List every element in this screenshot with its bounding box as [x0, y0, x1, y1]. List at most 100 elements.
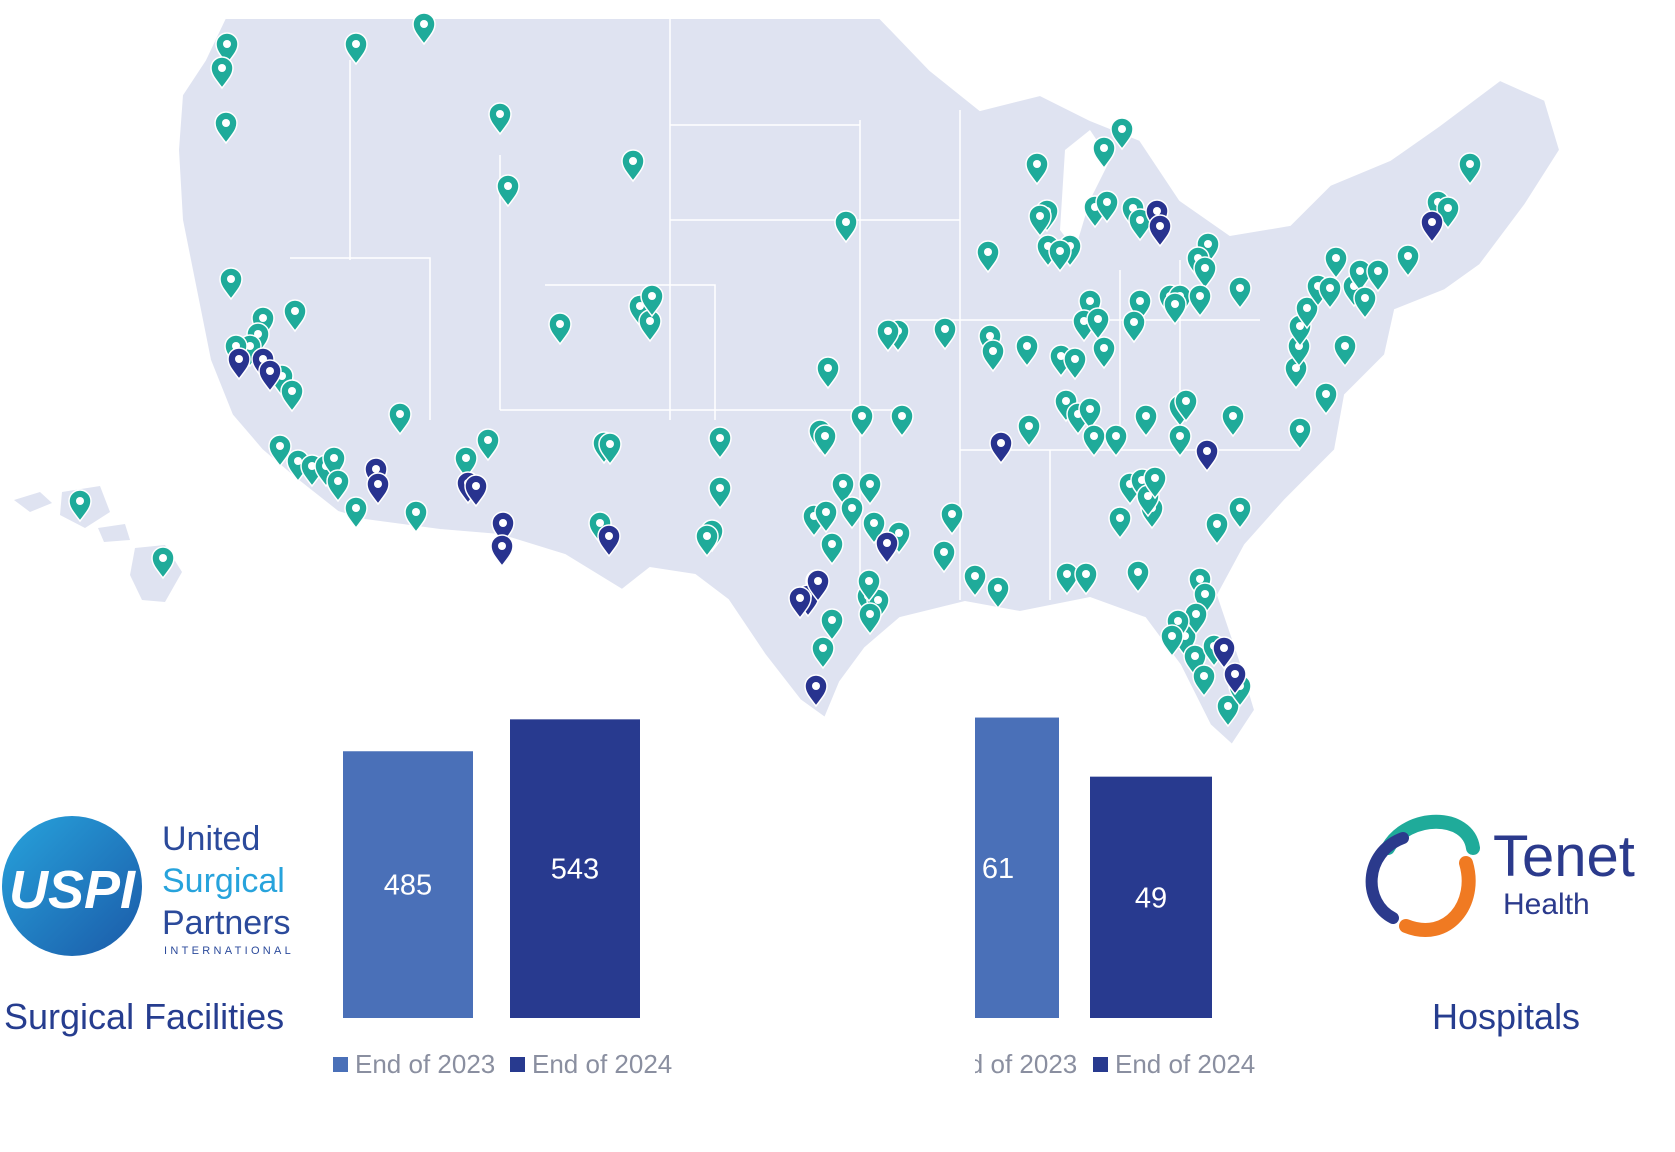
uspi-facility-pin-icon — [1143, 466, 1167, 500]
uspi-facility-pin-icon — [1163, 292, 1187, 326]
tenet-hospital-pin-icon — [1212, 636, 1236, 670]
uspi-facility-pin-icon — [932, 540, 956, 574]
us-facilities-map — [14, 12, 1562, 747]
uspi-facility-pin-icon — [1188, 284, 1212, 318]
uspi-facility-pin-icon — [1063, 347, 1087, 381]
uspi-facility-pin-icon — [1055, 562, 1079, 596]
uspi-facility-pin-icon — [1193, 256, 1217, 290]
uspi-facility-pin-icon — [219, 267, 243, 301]
uspi-facility-pin-icon — [1205, 512, 1229, 546]
uspi-facility-pin-icon — [1086, 307, 1110, 341]
tenet-hospital-pin-icon — [1223, 662, 1247, 696]
uspi-facility-pin-icon — [811, 636, 835, 670]
tenet-hospital-pin-icon — [464, 474, 488, 508]
uspi-facility-pin-icon — [598, 432, 622, 466]
tenet-swoosh-orange — [1399, 856, 1476, 937]
tenet-hospital-pin-icon — [490, 534, 514, 568]
uspi-facility-pin-icon — [1228, 276, 1252, 310]
uspi-facility-pin-icon — [1122, 310, 1146, 344]
uspi-facility-pin-icon — [986, 576, 1010, 610]
uspi-facility-pin-icon — [813, 424, 837, 458]
uspi-facility-pin-icon — [814, 500, 838, 534]
uspi-facility-pin-icon — [857, 569, 881, 603]
tenet-logo-line1: Tenet — [1493, 824, 1635, 889]
uspi-facility-pin-icon — [831, 472, 855, 506]
uspi-facility-pin-icon — [1092, 336, 1116, 370]
hospitals-caption: Hospitals — [1432, 996, 1581, 1037]
uspi-facility-pin-icon — [850, 404, 874, 438]
uspi-facility-pin-icon — [820, 608, 844, 642]
uspi-facility-pin-icon — [621, 149, 645, 183]
hospitals-bar-chart: 61 49 End of 2023 End of 2024 — [975, 717, 1255, 1079]
uspi-facility-pin-icon — [1228, 496, 1252, 530]
uspi-facility-pin-icon — [1025, 152, 1049, 186]
uspi-facility-pin-icon — [1174, 389, 1198, 423]
uspi-facility-pin-icon — [1168, 424, 1192, 458]
uspi-facility-pin-icon — [404, 500, 428, 534]
uspi-logo-line2: Surgical — [162, 862, 285, 900]
uspi-facility-pin-icon — [1314, 382, 1338, 416]
legend-swatch — [1093, 1057, 1108, 1072]
uspi-facility-pin-icon — [976, 240, 1000, 274]
tenet-swoosh-navy — [1365, 832, 1409, 924]
uspi-facility-pin-icon — [695, 524, 719, 558]
surgical-facilities-bar-chart: 485 543 End of 2023 End of 2024 — [333, 719, 672, 1079]
bar-value-label: 485 — [384, 870, 432, 902]
bar-end-of-2024 — [1090, 776, 1212, 1018]
bar-value-label: 61 — [982, 853, 1014, 885]
tenet-hospital-pin-icon — [1148, 214, 1172, 248]
uspi-facility-pin-icon — [488, 102, 512, 136]
uspi-facility-pin-icon — [1458, 152, 1482, 186]
pins-layer — [68, 12, 1482, 728]
uspi-logo-line3: Partners — [162, 904, 291, 942]
uspi-facility-pin-icon — [344, 496, 368, 530]
uspi-facility-pin-icon — [214, 111, 238, 145]
uspi-facility-pin-icon — [388, 402, 412, 436]
uspi-logo-line4: INTERNATIONAL — [164, 945, 294, 957]
uspi-facility-pin-icon — [1074, 562, 1098, 596]
uspi-facility-pin-icon — [1295, 296, 1319, 330]
uspi-facility-pin-icon — [1017, 414, 1041, 448]
tenet-hospital-pin-icon — [806, 569, 830, 603]
uspi-facility-pin-icon — [1134, 404, 1158, 438]
uspi-mark-circle — [2, 816, 142, 956]
uspi-facility-pin-icon — [1082, 424, 1106, 458]
uspi-facility-pin-icon — [1160, 624, 1184, 658]
uspi-facility-pin-icon — [1095, 190, 1119, 224]
tenet-hospital-pin-icon — [1420, 210, 1444, 244]
uspi-facility-pin-icon — [834, 210, 858, 244]
uspi-facility-pin-icon — [981, 339, 1005, 373]
uspi-facility-pin-icon — [858, 472, 882, 506]
uspi-logo-line1: United — [162, 820, 260, 858]
bar-end-of-2024 — [510, 719, 640, 1018]
uspi-facility-pin-icon — [1126, 560, 1150, 594]
tenet-hospital-pin-icon — [1195, 439, 1219, 473]
uspi-facility-pin-icon — [412, 12, 436, 46]
legend-swatch — [333, 1057, 348, 1072]
uspi-facility-pin-icon — [890, 404, 914, 438]
tenet-hospital-pin-icon — [366, 472, 390, 506]
uspi-facility-pin-icon — [326, 469, 350, 503]
tenet-hospital-pin-icon — [989, 431, 1013, 465]
uspi-facility-pin-icon — [940, 502, 964, 536]
tenet-hospital-pin-icon — [597, 524, 621, 558]
uspi-facility-pin-icon — [963, 564, 987, 598]
legend-label: End of 2024 — [532, 1049, 672, 1079]
surgical-facilities-caption: Surgical Facilities — [4, 996, 285, 1037]
bar-end-of-2023 — [975, 717, 1059, 1018]
uspi-facility-pin-icon — [1221, 404, 1245, 438]
uspi-facility-pin-icon — [876, 319, 900, 353]
legend-label: End of 2023 — [355, 1049, 495, 1079]
tenet-hospital-pin-icon — [258, 359, 282, 393]
uspi-facility-pin-icon — [840, 496, 864, 530]
tenet-logo-line2: Health — [1503, 888, 1590, 921]
uspi-facility-pin-icon — [548, 312, 572, 346]
uspi-mark-text: USPI — [9, 860, 136, 920]
uspi-facility-pin-icon — [1028, 204, 1052, 238]
uspi-facility-pin-icon — [1048, 239, 1072, 273]
hawaii-island-shape — [98, 524, 130, 542]
uspi-facility-pin-icon — [283, 299, 307, 333]
uspi-facility-pin-icon — [1353, 286, 1377, 320]
hawaii-island-shape — [14, 492, 52, 512]
bar-value-label: 543 — [551, 854, 599, 886]
